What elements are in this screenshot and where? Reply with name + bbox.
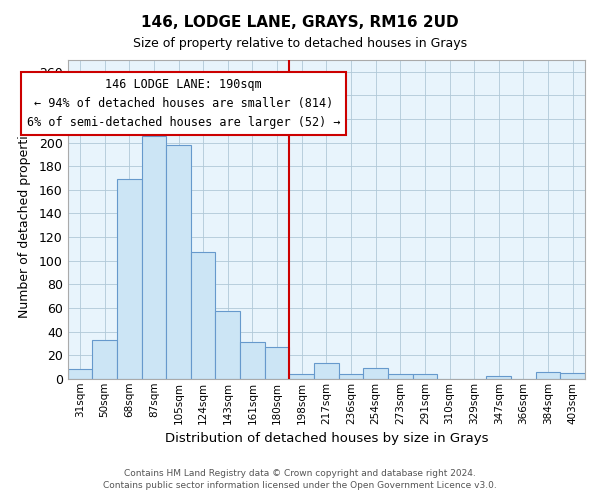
Bar bbox=[142, 136, 166, 379]
Text: 146, LODGE LANE, GRAYS, RM16 2UD: 146, LODGE LANE, GRAYS, RM16 2UD bbox=[141, 15, 459, 30]
Bar bbox=[68, 370, 92, 379]
Bar bbox=[117, 179, 142, 379]
Bar bbox=[338, 374, 363, 379]
Bar bbox=[536, 372, 560, 379]
Y-axis label: Number of detached properties: Number of detached properties bbox=[17, 121, 31, 318]
Bar bbox=[265, 347, 289, 379]
Bar bbox=[487, 376, 511, 379]
Bar bbox=[413, 374, 437, 379]
Bar bbox=[314, 364, 338, 379]
Bar bbox=[240, 342, 265, 379]
Text: Contains HM Land Registry data © Crown copyright and database right 2024.
Contai: Contains HM Land Registry data © Crown c… bbox=[103, 468, 497, 490]
Bar bbox=[215, 312, 240, 379]
Bar bbox=[289, 374, 314, 379]
Bar bbox=[388, 374, 413, 379]
Bar bbox=[166, 145, 191, 379]
Bar bbox=[92, 340, 117, 379]
X-axis label: Distribution of detached houses by size in Grays: Distribution of detached houses by size … bbox=[164, 432, 488, 445]
Bar bbox=[560, 373, 585, 379]
Text: Size of property relative to detached houses in Grays: Size of property relative to detached ho… bbox=[133, 38, 467, 51]
Bar bbox=[191, 252, 215, 379]
Bar bbox=[363, 368, 388, 379]
Text: 146 LODGE LANE: 190sqm
← 94% of detached houses are smaller (814)
6% of semi-det: 146 LODGE LANE: 190sqm ← 94% of detached… bbox=[27, 78, 340, 128]
